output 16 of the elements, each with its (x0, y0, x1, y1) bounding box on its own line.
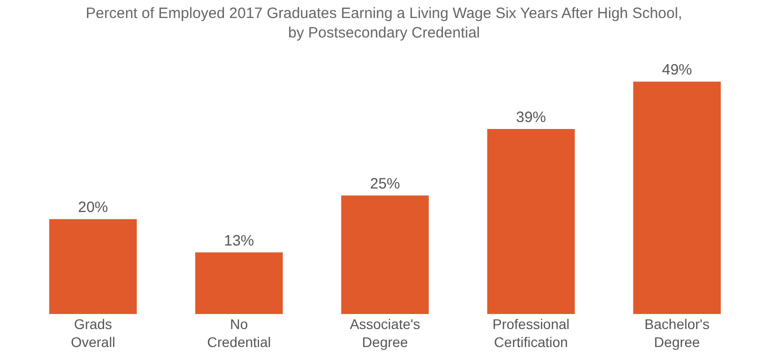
x-tick-label: No Credential (207, 316, 271, 350)
x-tick-label: Professional Certification (492, 316, 570, 350)
data-label: 39% (516, 109, 546, 126)
bar (341, 195, 429, 314)
x-tick-label: Bachelor's Degree (644, 316, 710, 350)
data-label: 49% (662, 62, 692, 79)
bar (633, 82, 721, 314)
data-label: 13% (224, 232, 254, 250)
bar (487, 129, 575, 314)
bar (195, 252, 283, 314)
x-tick-label: Associate's Degree (350, 316, 420, 350)
x-tick-label: Grads Overall (70, 316, 116, 350)
data-label: 25% (370, 175, 400, 192)
chart-title: Percent of Employed 2017 Graduates Earning a Living Wage Six Years After High School, by Postsecondary Credential (86, 5, 682, 42)
data-label: 20% (78, 199, 108, 216)
bar (49, 219, 137, 314)
